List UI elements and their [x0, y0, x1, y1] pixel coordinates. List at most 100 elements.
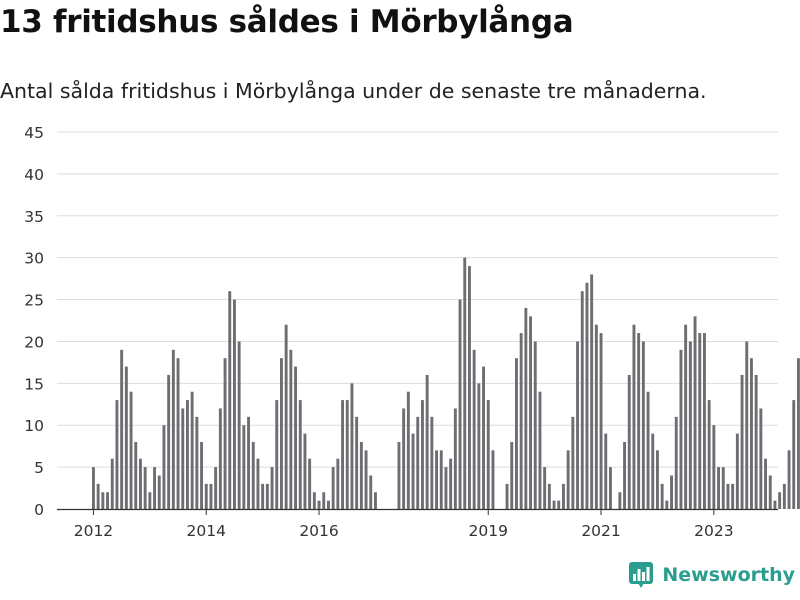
bar	[773, 500, 777, 509]
bar	[256, 458, 260, 509]
bar	[759, 408, 763, 509]
bar	[322, 492, 326, 509]
x-tick-label: 2012	[74, 522, 113, 540]
bar	[96, 483, 100, 509]
y-tick-label: 35	[24, 208, 44, 226]
bar	[721, 467, 725, 509]
bar	[411, 433, 415, 509]
bar	[660, 483, 664, 509]
bar	[129, 391, 133, 509]
bar	[355, 416, 359, 509]
bar	[162, 425, 166, 509]
bar	[444, 467, 448, 509]
bar	[519, 333, 523, 509]
bar	[787, 450, 791, 509]
bar	[768, 475, 772, 509]
bar	[463, 257, 467, 509]
brand-logo: Newsworthy	[628, 560, 795, 590]
bar	[336, 458, 340, 509]
bar	[641, 341, 645, 509]
brand-name: Newsworthy	[662, 564, 795, 586]
bar	[190, 391, 194, 509]
gridlines	[57, 131, 778, 468]
bar	[181, 408, 185, 509]
bar	[153, 467, 156, 509]
bar	[472, 349, 476, 509]
bar	[247, 416, 250, 509]
bar	[421, 400, 424, 509]
bar	[176, 358, 180, 509]
bar	[562, 483, 565, 509]
bar	[543, 467, 547, 509]
bar	[289, 349, 293, 509]
bar	[430, 416, 434, 509]
bar	[665, 500, 669, 509]
bar	[265, 483, 269, 509]
bar	[312, 492, 316, 509]
x-tick-label: 2014	[187, 522, 226, 540]
bar	[270, 467, 274, 509]
bar	[594, 324, 598, 509]
bar	[580, 291, 584, 509]
bar	[717, 467, 720, 509]
bar	[308, 458, 312, 509]
bar	[576, 341, 579, 509]
bar	[439, 450, 443, 509]
x-tick-label: 2016	[299, 522, 338, 540]
bar	[303, 433, 307, 509]
bar	[369, 475, 373, 509]
bar	[688, 341, 692, 509]
bar	[684, 324, 688, 509]
bar	[637, 333, 641, 509]
bar	[482, 366, 485, 509]
bar	[524, 307, 528, 509]
y-tick-label: 40	[24, 166, 44, 184]
y-tick-label: 20	[24, 333, 44, 351]
bar	[148, 492, 152, 509]
bar	[120, 349, 124, 509]
bar	[698, 333, 702, 509]
chart-subtitle: Antal sålda fritidshus i Mörbylånga unde…	[0, 79, 707, 103]
y-tick-label: 30	[24, 250, 44, 268]
bar	[552, 500, 556, 509]
bar	[110, 458, 114, 509]
y-tick-label: 15	[24, 375, 44, 393]
x-axis-ticks: 2012201420162019202120232025	[74, 509, 734, 540]
bar	[350, 383, 354, 509]
bar	[101, 492, 105, 509]
bar	[627, 374, 631, 509]
bar	[261, 483, 265, 509]
bar	[331, 467, 335, 509]
bar	[359, 441, 363, 509]
bar	[670, 475, 673, 509]
bar	[364, 450, 368, 509]
y-tick-label: 25	[24, 292, 44, 310]
bar	[453, 408, 457, 509]
x-tick-label: 2019	[469, 522, 508, 540]
bar	[275, 400, 279, 509]
x-tick-label: 2023	[694, 522, 733, 540]
bar	[280, 358, 283, 509]
bar	[656, 450, 659, 509]
bar	[327, 500, 330, 509]
bar	[731, 483, 735, 509]
bar	[585, 282, 589, 509]
bar	[623, 441, 626, 509]
bar	[477, 383, 481, 509]
bar	[505, 483, 509, 509]
bar	[317, 500, 321, 509]
bar	[416, 416, 420, 509]
bar	[341, 400, 344, 509]
bar	[609, 467, 612, 509]
bar	[712, 425, 716, 509]
bar	[374, 492, 377, 509]
bar	[397, 441, 401, 509]
x-tick-label: 2021	[581, 522, 620, 540]
bar	[632, 324, 636, 509]
bar	[171, 349, 175, 509]
bar	[735, 433, 739, 509]
bar	[92, 467, 95, 509]
bar	[674, 416, 678, 509]
bar	[703, 333, 706, 509]
bar	[726, 483, 730, 509]
